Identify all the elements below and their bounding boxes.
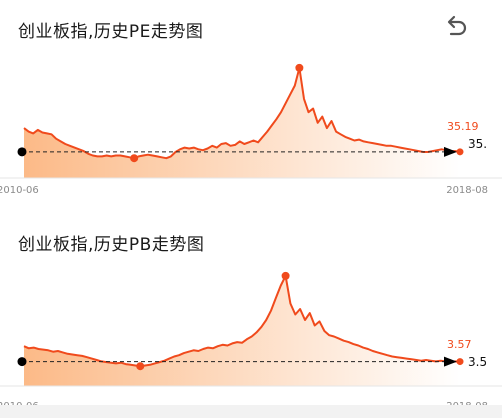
pb-series-line <box>23 274 461 368</box>
pe-current-point <box>456 148 464 156</box>
pb-current-value-label: 3.57 <box>447 338 472 351</box>
pe-min-point <box>130 154 139 163</box>
pb-arrow-marker <box>444 356 457 367</box>
pe-start-dot <box>17 147 27 157</box>
pe-current-value-label: 35.19 <box>447 120 479 133</box>
pe-trend-chart <box>0 63 502 179</box>
pb-end-value-label: 3.5 <box>468 355 488 369</box>
pe-end-date: 2018-08 <box>446 185 488 196</box>
undo-arrow-icon[interactable] <box>442 13 470 41</box>
pe-max-point <box>295 63 304 72</box>
pe-chart-title: 创业板指,历史PE走势图 <box>18 22 204 42</box>
pb-chart-title: 创业板指,历史PB走势图 <box>18 235 205 255</box>
pb-area-fill <box>24 275 460 386</box>
pb-start-dot <box>17 357 27 367</box>
bottom-divider <box>0 405 502 418</box>
pe-end-value-label: 35. <box>468 137 488 151</box>
pb-trend-chart <box>0 271 502 387</box>
pb-current-point <box>456 358 464 366</box>
pe-arrow-marker <box>444 146 457 157</box>
pe-area-fill <box>24 67 460 178</box>
pe-start-date: 2010-06 <box>0 185 39 196</box>
pe-series-line <box>23 66 461 160</box>
pb-min-point <box>136 362 145 371</box>
pb-max-point <box>281 271 290 280</box>
